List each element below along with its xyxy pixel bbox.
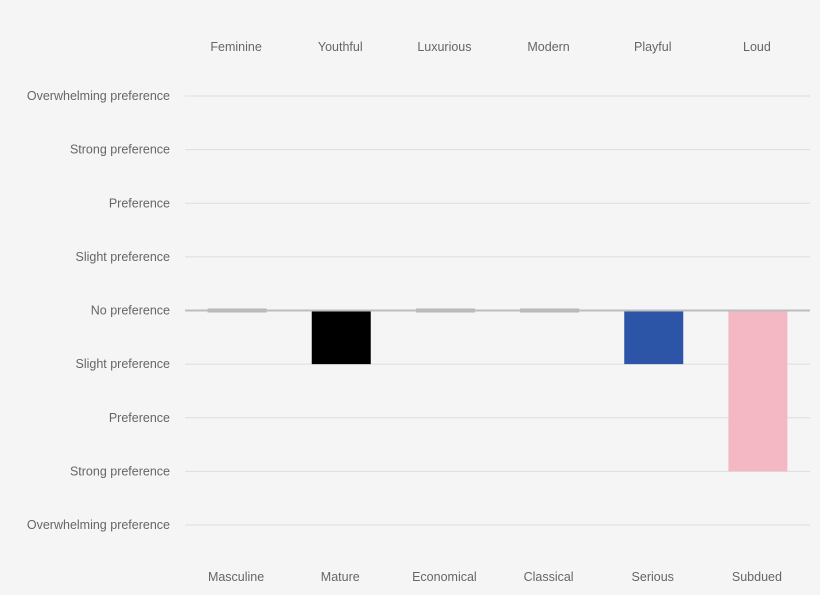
top-category-label: Youthful bbox=[318, 40, 363, 54]
top-category-label: Loud bbox=[743, 40, 771, 54]
y-tick-label: No preference bbox=[91, 304, 170, 318]
bars bbox=[207, 308, 788, 472]
bottom-category-labels: Masculine Mature Economical Classical Seriou… bbox=[208, 570, 782, 584]
bottom-category-label: Economical bbox=[412, 570, 477, 584]
y-tick-label: Overwhelming preference bbox=[27, 518, 170, 532]
y-tick-label: Strong preference bbox=[70, 143, 170, 157]
y-tick-label: Strong preference bbox=[70, 464, 170, 478]
y-tick-label: Overwhelming preference bbox=[27, 89, 170, 103]
bar-6 bbox=[728, 310, 788, 472]
y-tick-label: Slight preference bbox=[75, 357, 170, 371]
bottom-category-label: Serious bbox=[632, 570, 674, 584]
top-category-label: Playful bbox=[634, 40, 672, 54]
top-category-label: Luxurious bbox=[417, 40, 471, 54]
top-category-labels: Feminine Youthful Luxurious Modern Playful Lo… bbox=[210, 40, 770, 54]
top-category-label: Modern bbox=[527, 40, 569, 54]
bottom-category-label: Classical bbox=[524, 570, 574, 584]
bar-5 bbox=[624, 310, 684, 365]
y-tick-label: Preference bbox=[109, 411, 170, 425]
bottom-category-label: Subdued bbox=[732, 570, 782, 584]
top-category-label: Feminine bbox=[210, 40, 261, 54]
y-tick-label: Slight preference bbox=[75, 250, 170, 264]
bottom-category-label: Masculine bbox=[208, 570, 264, 584]
y-tick-label: Preference bbox=[109, 196, 170, 210]
y-axis-labels: Overwhelming preference Strong preference… bbox=[27, 89, 170, 532]
bottom-category-label: Mature bbox=[321, 570, 360, 584]
gridlines bbox=[185, 95, 810, 526]
bar-2 bbox=[311, 310, 371, 365]
